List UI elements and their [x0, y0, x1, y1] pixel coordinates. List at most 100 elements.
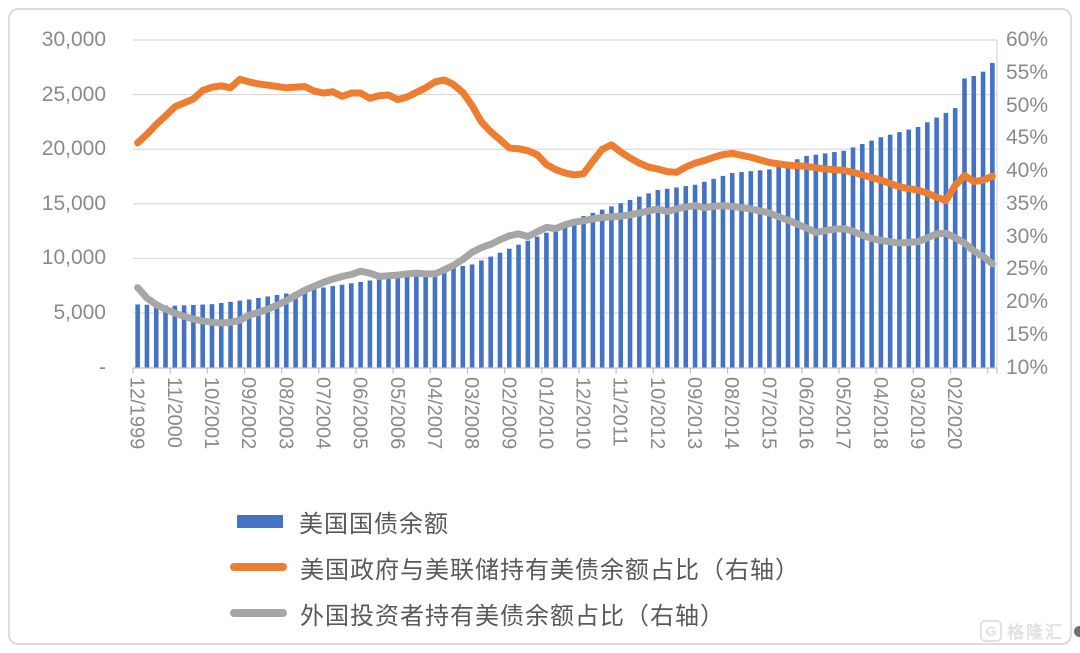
x-axis-tick-label: 10/2012 [645, 377, 668, 450]
bar [711, 178, 716, 368]
bar [729, 172, 735, 368]
x-axis-tick-label: 08/2003 [274, 377, 297, 450]
bar [943, 112, 949, 368]
bar [971, 76, 977, 368]
x-axis-tick-label: 07/2015 [757, 377, 780, 450]
bar [962, 78, 967, 368]
bar [144, 304, 150, 368]
right-axis-tick-label: 45% [1006, 126, 1049, 150]
x-axis-tick-label: 06/2016 [794, 377, 817, 450]
x-axis-tick-label: 09/2013 [683, 377, 706, 450]
bar [460, 266, 466, 368]
bar [841, 150, 847, 368]
bar [404, 274, 410, 368]
bar [367, 280, 373, 368]
right-axis-tick-label: 55% [1006, 60, 1049, 84]
y-axis-tick-label: - [99, 355, 106, 379]
bar [655, 190, 661, 368]
legend: 美国国债余额 美国政府与美联储持有美债余额占比（右轴） 外国投资者持有美债余额占… [230, 498, 800, 636]
bar [321, 287, 326, 368]
bar [571, 220, 577, 368]
edge-dot [1074, 626, 1080, 637]
legend-label-foreign-share: 外国投资者持有美债余额占比（右轴） [300, 602, 725, 630]
bar [553, 228, 559, 368]
right-axis-tick-label: 35% [1006, 191, 1049, 215]
bar [683, 186, 689, 368]
watermark: G 格隆汇 [980, 618, 1064, 643]
legend-swatch-gray-line [230, 609, 287, 617]
bar [237, 300, 243, 368]
bar [618, 203, 624, 368]
bar [832, 152, 837, 368]
y-axis-tick-label: 20,000 [41, 137, 106, 161]
watermark-logo-icon: G [980, 619, 1002, 642]
bar [925, 122, 930, 368]
bar [869, 140, 874, 368]
bar [980, 71, 986, 368]
bar [590, 212, 596, 368]
bar [349, 283, 354, 368]
x-axis-tick-label: 12/2010 [571, 377, 594, 450]
bar [423, 272, 428, 368]
bar [153, 305, 159, 368]
bar [720, 175, 726, 368]
bar [627, 199, 633, 368]
bar [562, 224, 568, 368]
gray-line-series [134, 202, 996, 327]
x-axis-tick-label: 05/2006 [385, 377, 408, 450]
legend-item-foreign-share: 外国投资者持有美债余额占比（右轴） [230, 590, 800, 636]
legend-swatch-orange-line [230, 563, 287, 571]
bar [674, 187, 679, 368]
x-axis-tick-label: 02/2020 [943, 377, 966, 450]
bar [209, 304, 215, 368]
bar [822, 153, 828, 368]
bar [469, 264, 475, 368]
bar [748, 171, 754, 368]
bar [488, 256, 493, 368]
bar [525, 240, 531, 368]
bar [246, 299, 252, 368]
x-axis-tick-label: 04/2007 [422, 377, 445, 450]
bar [516, 244, 521, 368]
bar [794, 159, 800, 368]
y-axis-tick-label: 15,000 [41, 191, 106, 215]
bar [897, 132, 902, 368]
bar [637, 196, 642, 368]
bar [191, 304, 196, 368]
bar [395, 276, 401, 368]
bar [339, 284, 345, 368]
bar [200, 304, 205, 368]
x-axis-tick-label: 01/2010 [534, 377, 557, 450]
bar [218, 303, 224, 368]
x-axis-tick-label: 03/2019 [906, 377, 928, 450]
bar [172, 305, 178, 368]
bar [581, 216, 586, 368]
right-axis-tick-label: 30% [1006, 224, 1049, 248]
right-axis-tick-label: 15% [1006, 322, 1049, 346]
y-axis-tick-label: 30,000 [41, 28, 106, 51]
orange-line-series [134, 75, 996, 204]
bar [534, 236, 540, 368]
bar [228, 301, 233, 368]
watermark-brand: 格隆汇 [1007, 623, 1064, 642]
bar [878, 137, 884, 368]
y-axis-tick-label: 25,000 [41, 82, 106, 106]
bar [311, 288, 317, 368]
bar [330, 286, 336, 368]
bar [265, 296, 271, 368]
bar [702, 181, 707, 368]
bar [664, 188, 670, 368]
bar [302, 290, 308, 368]
bar [441, 269, 447, 368]
bar [609, 206, 614, 368]
bar [283, 293, 289, 368]
bar [776, 166, 781, 368]
x-axis-tick-label: 10/2001 [200, 377, 222, 450]
right-axis-tick-label: 60% [1006, 28, 1049, 51]
legend-label-gov-fed-share: 美国政府与美联储持有美债余额占比（右轴） [300, 556, 800, 584]
bar [906, 129, 912, 368]
bar [544, 232, 549, 368]
x-axis-tick-label: 08/2014 [720, 377, 743, 450]
bar [934, 117, 939, 368]
